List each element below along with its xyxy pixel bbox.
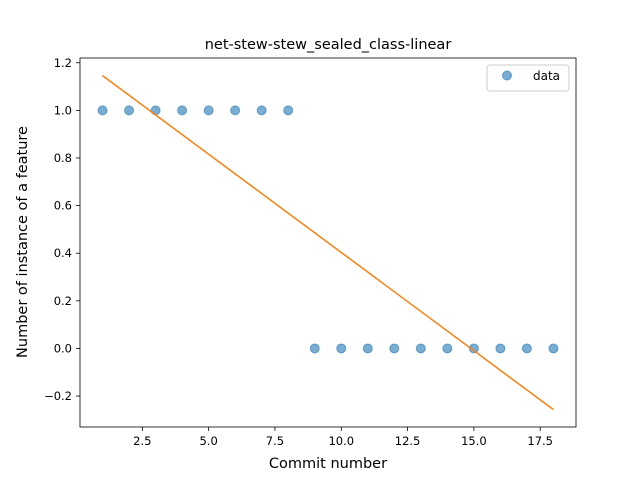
legend-label-data: data <box>533 69 560 83</box>
data-point <box>495 343 506 354</box>
y-tick-label: 0.0 <box>54 341 72 355</box>
x-tick-label: 17.5 <box>527 434 553 448</box>
plot-area: 2.5 5.0 7.5 10.0 12.5 15.0 17.5 −0.2 0.0 0.2 0.4 0.… <box>44 56 577 448</box>
data-point <box>203 105 214 116</box>
y-tick-label: 1.2 <box>54 56 72 70</box>
data-point <box>468 343 479 354</box>
x-tick-label: 7.5 <box>266 434 284 448</box>
data-point <box>124 105 135 116</box>
data-point <box>389 343 400 354</box>
data-point <box>548 343 559 354</box>
y-tick-label: 0.4 <box>54 246 72 260</box>
x-tick-label: 12.5 <box>395 434 421 448</box>
data-point <box>521 343 532 354</box>
x-tick-label: 5.0 <box>199 434 217 448</box>
x-tick-label: 10.0 <box>328 434 354 448</box>
data-point <box>415 343 426 354</box>
chart-title: net-stew-stew_sealed_class-linear <box>205 37 452 53</box>
data-point <box>256 105 267 116</box>
y-axis-label: Number of instance of a feature <box>15 126 31 358</box>
y-tick-label: 0.2 <box>54 294 72 308</box>
data-point <box>309 343 320 354</box>
y-tick-label: 0.6 <box>54 199 72 213</box>
y-tick-label: −0.2 <box>44 389 72 403</box>
fit-line <box>102 75 554 411</box>
data-point <box>230 105 241 116</box>
data-point <box>336 343 347 354</box>
data-point <box>97 105 108 116</box>
y-tick-label: 1.0 <box>54 103 72 117</box>
data-point <box>177 105 188 116</box>
axes-frame <box>79 57 577 428</box>
x-tick-label: 15.0 <box>461 434 487 448</box>
data-point <box>150 105 161 116</box>
data-point <box>362 343 373 354</box>
x-tick-label: 2.5 <box>133 434 151 448</box>
legend-marker-data <box>502 70 512 81</box>
data-point <box>442 343 453 354</box>
legend: data <box>486 64 570 92</box>
x-axis-label: Commit number <box>269 456 387 472</box>
data-point <box>283 105 294 116</box>
y-tick-label: 0.8 <box>54 151 72 165</box>
